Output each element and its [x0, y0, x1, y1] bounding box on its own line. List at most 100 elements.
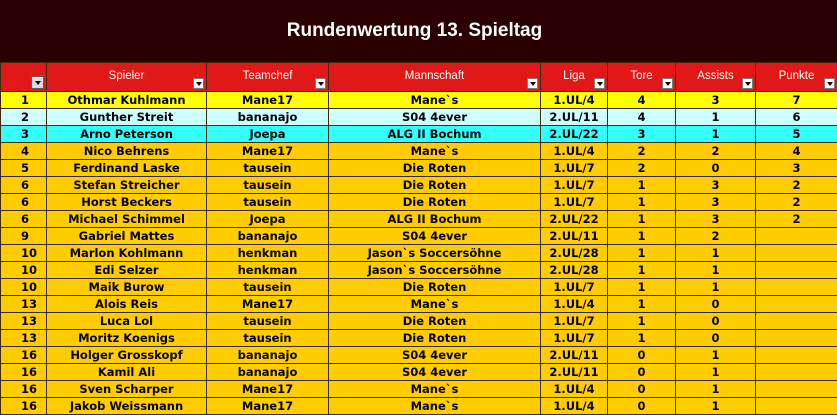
cell-teamchef[interactable]: Mane17	[206, 91, 329, 109]
cell-teamchef[interactable]: Mane17	[206, 397, 329, 415]
cell-punkte[interactable]	[755, 244, 837, 262]
cell-mannschaft[interactable]: ALG II Bochum	[328, 210, 541, 228]
cell-liga[interactable]: 1.UL/4	[540, 295, 608, 313]
cell-teamchef[interactable]: henkman	[206, 244, 329, 262]
column-header-tore[interactable]: Tore	[607, 62, 676, 92]
cell-rank[interactable]: 13	[0, 312, 47, 330]
cell-spieler[interactable]: Gunther Streit	[46, 108, 207, 126]
column-header-teamchef[interactable]: Teamchef	[206, 62, 329, 92]
cell-punkte[interactable]	[755, 380, 837, 398]
cell-teamchef[interactable]: tausein	[206, 278, 329, 296]
cell-punkte[interactable]: 5	[755, 125, 837, 143]
cell-spieler[interactable]: Ferdinand Laske	[46, 159, 207, 177]
cell-teamchef[interactable]: bananajo	[206, 346, 329, 364]
cell-liga[interactable]: 1.UL/4	[540, 380, 608, 398]
cell-punkte[interactable]: 2	[755, 193, 837, 211]
cell-assists[interactable]: 1	[675, 346, 756, 364]
column-header-liga[interactable]: Liga	[540, 62, 608, 92]
cell-mannschaft[interactable]: Mane`s	[328, 397, 541, 415]
cell-teamchef[interactable]: tausein	[206, 159, 329, 177]
cell-rank[interactable]: 9	[0, 227, 47, 245]
cell-spieler[interactable]: Marlon Kohlmann	[46, 244, 207, 262]
cell-liga[interactable]: 2.UL/22	[540, 125, 608, 143]
cell-punkte[interactable]	[755, 346, 837, 364]
cell-tore[interactable]: 4	[607, 108, 676, 126]
cell-rank[interactable]: 4	[0, 142, 47, 160]
cell-punkte[interactable]	[755, 295, 837, 313]
cell-tore[interactable]: 0	[607, 363, 676, 381]
cell-liga[interactable]: 1.UL/7	[540, 159, 608, 177]
filter-dropdown-icon[interactable]	[193, 78, 204, 89]
cell-assists[interactable]: 1	[675, 363, 756, 381]
cell-tore[interactable]: 1	[607, 176, 676, 194]
cell-rank[interactable]: 6	[0, 193, 47, 211]
filter-dropdown-icon[interactable]	[315, 78, 326, 89]
cell-liga[interactable]: 2.UL/11	[540, 346, 608, 364]
cell-mannschaft[interactable]: Die Roten	[328, 193, 541, 211]
cell-mannschaft[interactable]: S04 4ever	[328, 346, 541, 364]
cell-assists[interactable]: 0	[675, 295, 756, 313]
cell-punkte[interactable]: 3	[755, 159, 837, 177]
cell-punkte[interactable]	[755, 363, 837, 381]
cell-assists[interactable]: 1	[675, 278, 756, 296]
cell-tore[interactable]: 1	[607, 193, 676, 211]
cell-liga[interactable]: 1.UL/7	[540, 329, 608, 347]
cell-tore[interactable]: 0	[607, 380, 676, 398]
cell-assists[interactable]: 3	[675, 91, 756, 109]
cell-assists[interactable]: 2	[675, 227, 756, 245]
cell-teamchef[interactable]: tausein	[206, 329, 329, 347]
cell-assists[interactable]: 1	[675, 380, 756, 398]
cell-rank[interactable]: 10	[0, 261, 47, 279]
cell-spieler[interactable]: Edi Selzer	[46, 261, 207, 279]
cell-punkte[interactable]: 6	[755, 108, 837, 126]
cell-assists[interactable]: 1	[675, 244, 756, 262]
cell-punkte[interactable]	[755, 227, 837, 245]
cell-spieler[interactable]: Maik Burow	[46, 278, 207, 296]
column-header-mannschaft[interactable]: Mannschaft	[328, 62, 541, 92]
cell-spieler[interactable]: Kamil Ali	[46, 363, 207, 381]
cell-liga[interactable]: 1.UL/7	[540, 278, 608, 296]
cell-tore[interactable]: 1	[607, 278, 676, 296]
cell-punkte[interactable]	[755, 278, 837, 296]
cell-liga[interactable]: 1.UL/7	[540, 193, 608, 211]
cell-mannschaft[interactable]: Mane`s	[328, 380, 541, 398]
cell-assists[interactable]: 3	[675, 210, 756, 228]
cell-liga[interactable]: 2.UL/28	[540, 261, 608, 279]
cell-mannschaft[interactable]: Jason`s Soccersöhne	[328, 261, 541, 279]
cell-rank[interactable]: 3	[0, 125, 47, 143]
cell-rank[interactable]: 6	[0, 210, 47, 228]
cell-mannschaft[interactable]: Die Roten	[328, 329, 541, 347]
column-header-punkte[interactable]: Punkte	[755, 62, 837, 92]
cell-tore[interactable]: 2	[607, 142, 676, 160]
cell-mannschaft[interactable]: ALG II Bochum	[328, 125, 541, 143]
cell-mannschaft[interactable]: Die Roten	[328, 176, 541, 194]
cell-liga[interactable]: 1.UL/4	[540, 142, 608, 160]
cell-mannschaft[interactable]: S04 4ever	[328, 108, 541, 126]
cell-assists[interactable]: 1	[675, 125, 756, 143]
column-header-spieler[interactable]: Spieler	[46, 62, 207, 92]
cell-tore[interactable]: 0	[607, 346, 676, 364]
cell-tore[interactable]: 1	[607, 329, 676, 347]
cell-spieler[interactable]: Arno Peterson	[46, 125, 207, 143]
cell-liga[interactable]: 1.UL/7	[540, 312, 608, 330]
cell-punkte[interactable]	[755, 397, 837, 415]
cell-spieler[interactable]: Alois Reis	[46, 295, 207, 313]
sort-filter-icon[interactable]	[31, 76, 44, 89]
cell-tore[interactable]: 2	[607, 159, 676, 177]
cell-rank[interactable]: 10	[0, 278, 47, 296]
cell-tore[interactable]: 1	[607, 210, 676, 228]
cell-tore[interactable]: 1	[607, 261, 676, 279]
cell-liga[interactable]: 1.UL/7	[540, 176, 608, 194]
column-header-assists[interactable]: Assists	[675, 62, 756, 92]
cell-tore[interactable]: 1	[607, 244, 676, 262]
cell-liga[interactable]: 2.UL/28	[540, 244, 608, 262]
cell-spieler[interactable]: Jakob Weissmann	[46, 397, 207, 415]
cell-rank[interactable]: 5	[0, 159, 47, 177]
cell-assists[interactable]: 1	[675, 397, 756, 415]
cell-mannschaft[interactable]: S04 4ever	[328, 363, 541, 381]
cell-punkte[interactable]: 2	[755, 210, 837, 228]
cell-teamchef[interactable]: Mane17	[206, 142, 329, 160]
cell-spieler[interactable]: Stefan Streicher	[46, 176, 207, 194]
cell-tore[interactable]: 4	[607, 91, 676, 109]
cell-rank[interactable]: 2	[0, 108, 47, 126]
